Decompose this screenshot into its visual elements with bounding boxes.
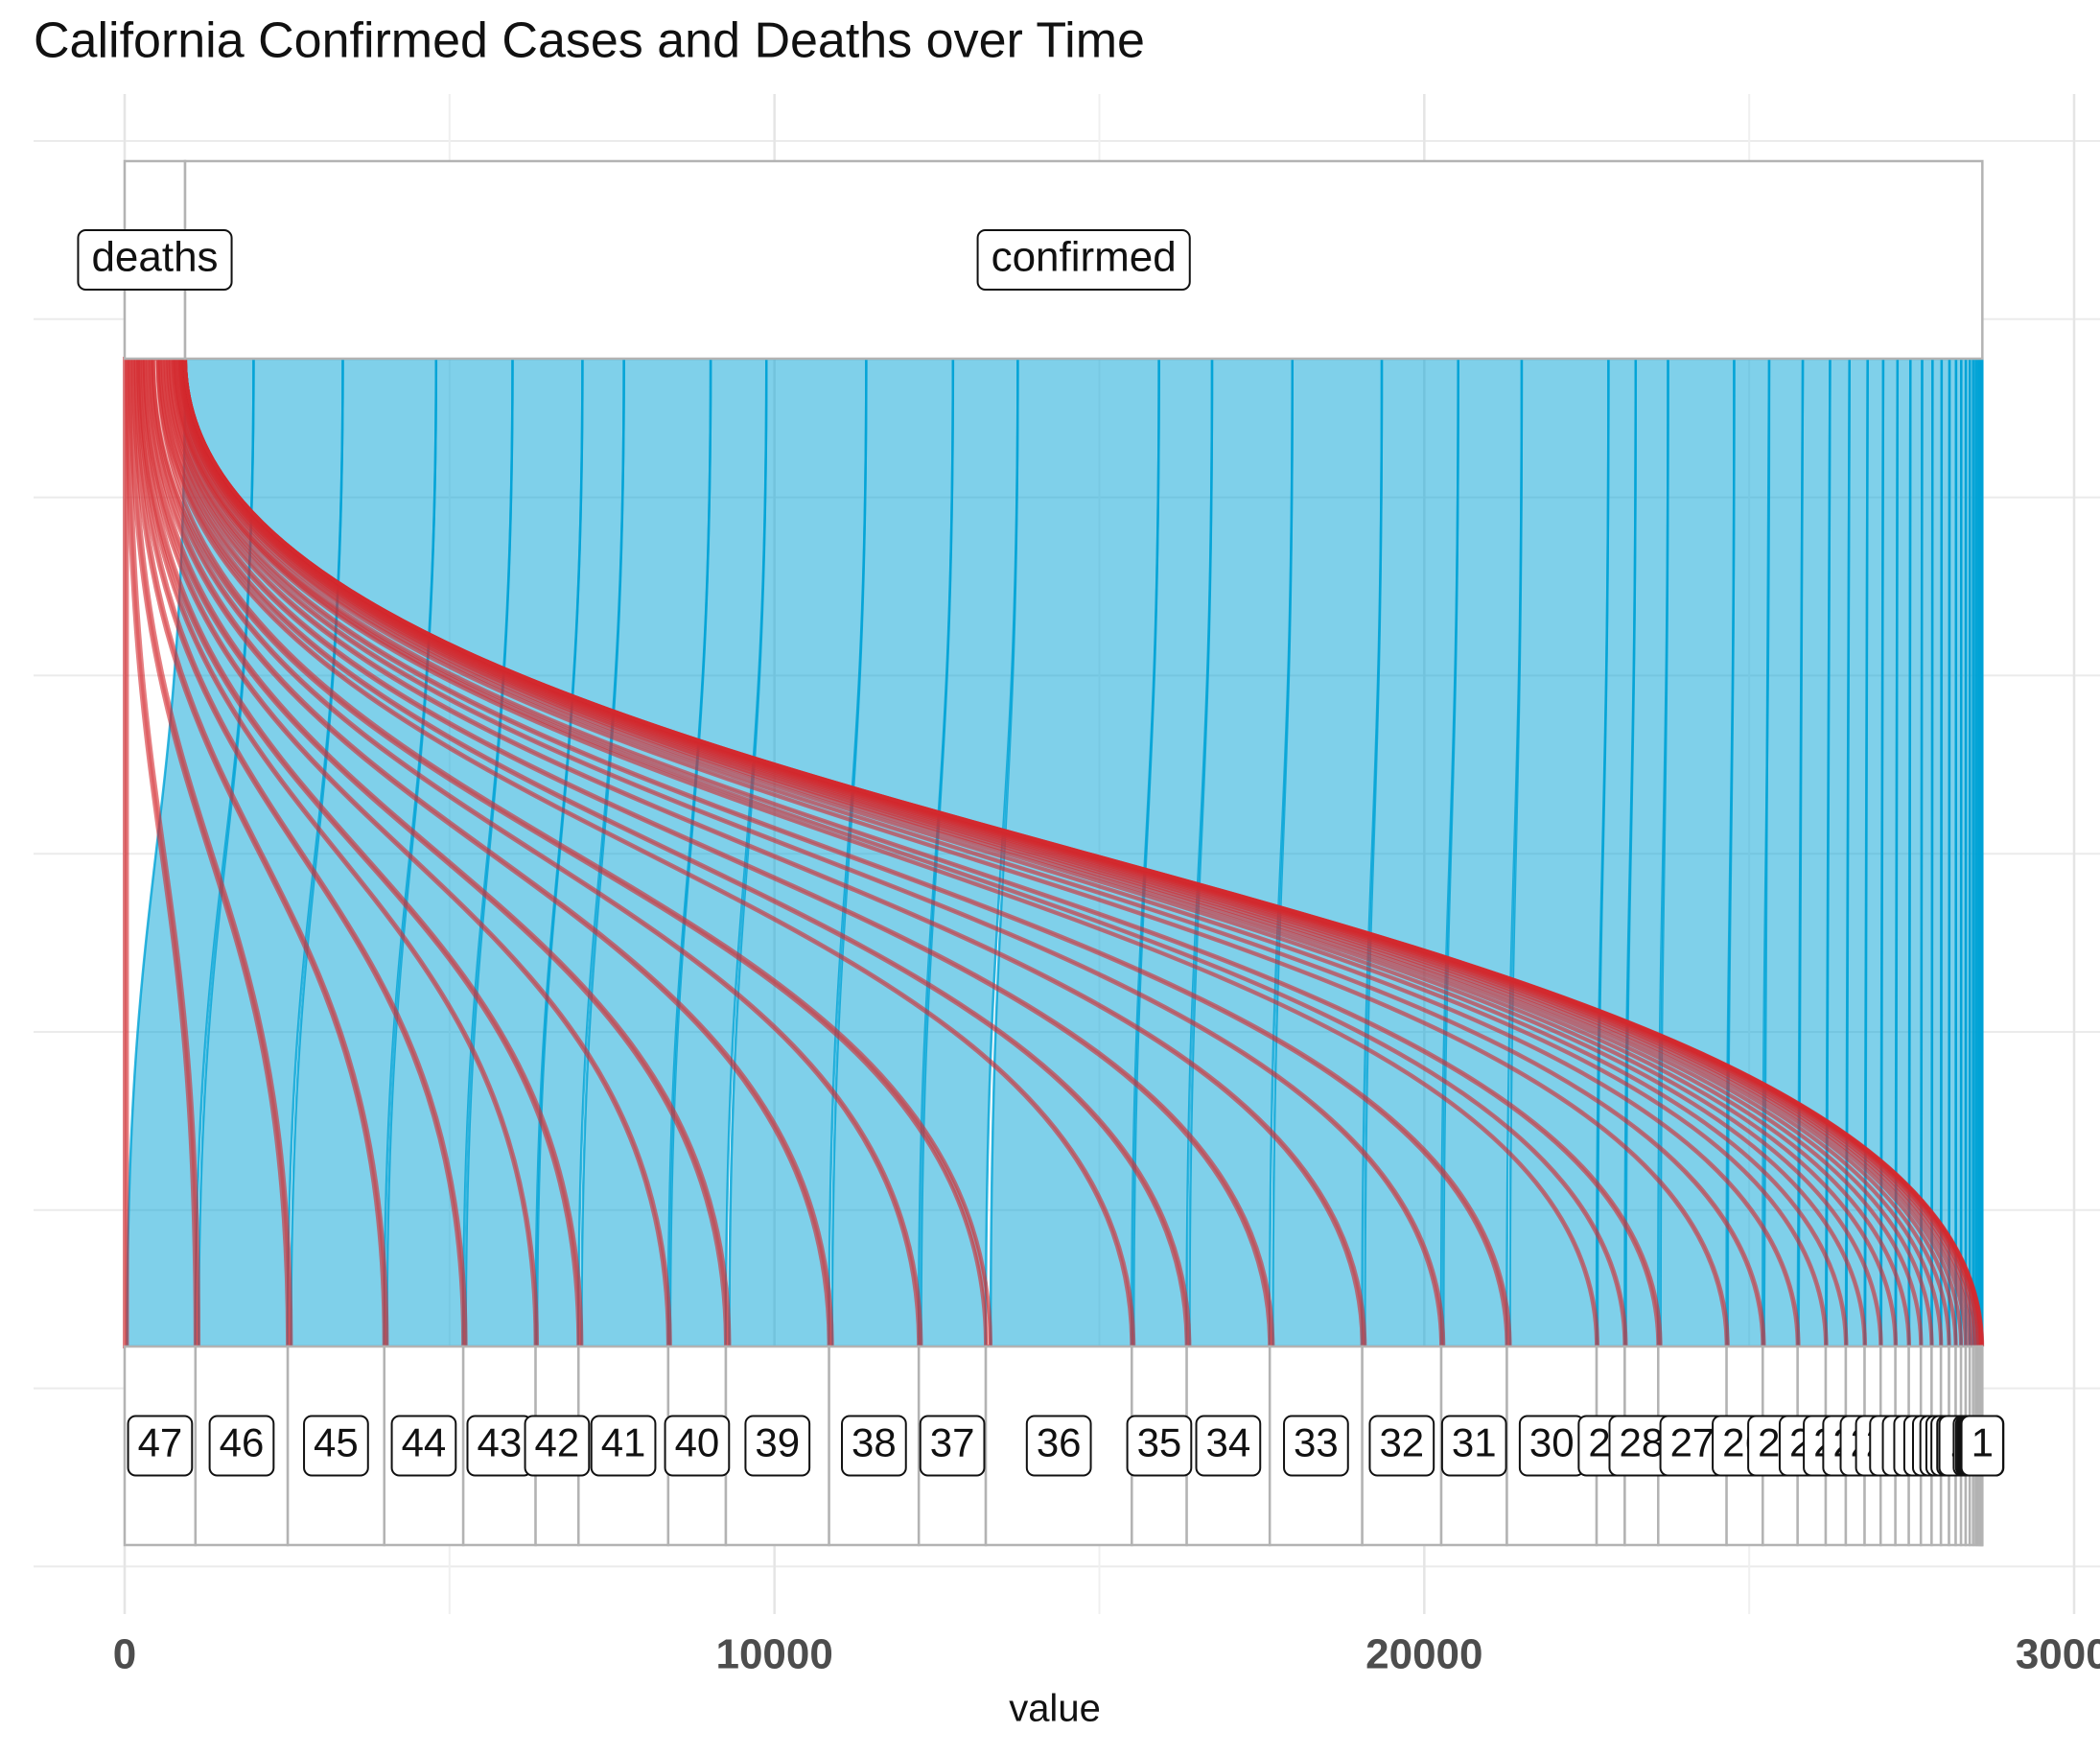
- label-box: [77, 229, 233, 291]
- chart-title: California Confirmed Cases and Deaths ov…: [34, 13, 1145, 69]
- day-stratum: [984, 1345, 1133, 1547]
- label-box: [1283, 1415, 1349, 1477]
- deaths-flow: [122, 357, 129, 1348]
- day-label: 47: [138, 1420, 183, 1465]
- label-box: [1440, 1415, 1507, 1477]
- day-label: 39: [755, 1420, 800, 1465]
- day-label: 37: [930, 1420, 975, 1465]
- day-label: 34: [1206, 1420, 1251, 1465]
- day-label: 28: [1619, 1420, 1664, 1465]
- day-label: 30: [1529, 1420, 1575, 1465]
- label-box: [1960, 1415, 2004, 1477]
- label-box: [1025, 1415, 1092, 1477]
- day-label: 45: [314, 1420, 359, 1465]
- label-box: [590, 1415, 657, 1477]
- day-label: 46: [220, 1420, 265, 1465]
- x-axis-label: value: [1009, 1688, 1101, 1730]
- day-label: 36: [1037, 1420, 1082, 1465]
- day-label: 27: [1670, 1420, 1715, 1465]
- label-box: [127, 1415, 194, 1477]
- day-label: 40: [675, 1420, 720, 1465]
- x-tick-label: 20000: [1365, 1631, 1482, 1678]
- confirmed-flow: [1797, 357, 1832, 1348]
- day-label: 33: [1294, 1420, 1339, 1465]
- label-box: [664, 1415, 731, 1477]
- day-label: 38: [852, 1420, 897, 1465]
- label-box: [524, 1415, 591, 1477]
- label-box: [919, 1415, 986, 1477]
- confirmed-flow: [1508, 357, 1610, 1348]
- label-box: [976, 229, 1191, 291]
- day-label: 42: [535, 1420, 580, 1465]
- label-box: [744, 1415, 811, 1477]
- day-label: 31: [1452, 1420, 1497, 1465]
- label-box: [841, 1415, 907, 1477]
- x-tick-label: 10000: [715, 1631, 832, 1678]
- confirmed-flow: [1726, 357, 1771, 1348]
- day-label: 41: [601, 1420, 646, 1465]
- day-label: 44: [402, 1420, 447, 1465]
- label-box: [390, 1415, 457, 1477]
- label-box: [1195, 1415, 1262, 1477]
- day-label: 32: [1379, 1420, 1424, 1465]
- stratum-label: confirmed: [992, 234, 1177, 281]
- day-label: 35: [1137, 1420, 1182, 1465]
- x-tick-label: 0: [113, 1631, 136, 1678]
- label-box: [303, 1415, 369, 1477]
- stratum-label: deaths: [91, 234, 218, 281]
- day-label: 43: [477, 1420, 522, 1465]
- label-box: [1368, 1415, 1435, 1477]
- label-box: [208, 1415, 275, 1477]
- day-label: 1: [1972, 1420, 1994, 1465]
- label-box: [1126, 1415, 1193, 1477]
- x-tick-label: 30000: [2016, 1631, 2100, 1678]
